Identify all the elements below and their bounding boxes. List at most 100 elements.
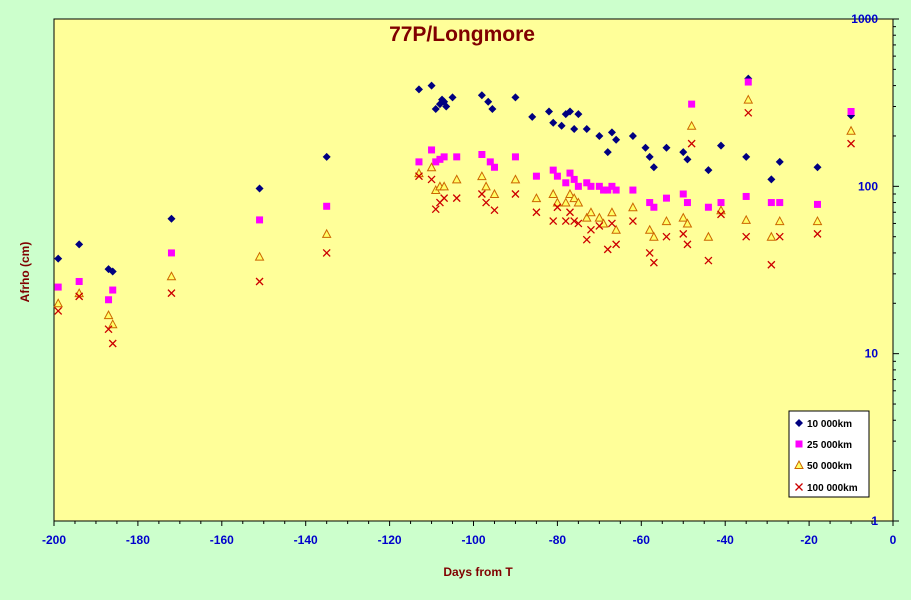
data-points	[53, 74, 856, 348]
data-point	[54, 254, 63, 263]
data-point	[767, 260, 776, 269]
data-point	[531, 193, 542, 203]
data-point	[587, 225, 595, 234]
data-point	[717, 210, 725, 219]
data-point	[452, 194, 461, 203]
data-point	[322, 152, 331, 161]
legend-item: 25 000km	[795, 440, 852, 451]
data-point	[581, 212, 592, 222]
x-tick-label: -120	[378, 533, 402, 547]
data-point	[776, 199, 784, 207]
data-point	[436, 155, 444, 163]
chart-title: 77P/Longmore	[389, 23, 535, 46]
data-point	[604, 186, 612, 194]
data-point	[574, 110, 583, 119]
data-point	[486, 158, 494, 166]
data-point	[167, 289, 176, 298]
data-point	[611, 224, 621, 234]
data-point	[628, 217, 637, 226]
data-point	[108, 339, 117, 348]
x-tick-label: -180	[126, 533, 150, 547]
data-point	[704, 166, 713, 175]
x-tick-label: -40	[717, 533, 735, 547]
legend-item: 50 000km	[794, 459, 852, 472]
data-point	[321, 228, 332, 238]
data-point	[595, 182, 603, 190]
data-point	[600, 186, 608, 194]
data-point	[644, 224, 655, 234]
series-50-000km	[53, 94, 856, 329]
data-point	[595, 221, 604, 230]
data-point	[54, 306, 63, 315]
data-point	[775, 232, 784, 241]
data-point	[743, 94, 754, 104]
data-point	[574, 219, 583, 228]
data-point	[566, 208, 574, 217]
data-point	[481, 181, 491, 191]
legend-label: 100 000km	[807, 483, 858, 494]
legend-marker	[795, 419, 803, 427]
data-point	[255, 277, 264, 286]
data-point	[744, 78, 752, 86]
data-point	[742, 232, 751, 241]
data-point	[607, 128, 616, 137]
data-point	[431, 104, 440, 113]
data-point	[440, 153, 448, 161]
data-point	[570, 175, 578, 183]
data-point	[528, 112, 537, 121]
data-point	[427, 81, 436, 90]
data-point	[570, 217, 579, 226]
data-point	[595, 131, 604, 140]
data-point	[683, 240, 692, 249]
data-point	[846, 125, 856, 135]
data-point	[847, 139, 856, 148]
data-point	[552, 197, 563, 207]
data-point	[482, 198, 491, 207]
data-point	[741, 214, 752, 224]
data-point	[813, 163, 822, 172]
data-point	[775, 157, 784, 166]
data-point	[813, 200, 821, 208]
x-tick-label: -100	[461, 533, 485, 547]
legend-label: 10 000km	[807, 419, 852, 430]
data-point	[511, 190, 520, 198]
data-point	[650, 203, 658, 211]
data-point	[431, 205, 440, 214]
data-point	[649, 231, 659, 241]
data-point	[661, 216, 672, 226]
data-point	[439, 181, 449, 191]
data-point	[569, 193, 580, 203]
legend-symbol	[795, 483, 803, 491]
data-point	[607, 207, 617, 217]
data-point	[703, 231, 714, 241]
data-point	[608, 182, 616, 190]
y-tick-label: 1000	[851, 12, 878, 26]
data-point	[607, 219, 616, 228]
data-point	[489, 188, 500, 198]
data-point	[553, 172, 561, 180]
data-point	[742, 192, 750, 200]
data-point	[477, 190, 486, 198]
data-point	[75, 292, 84, 301]
data-point	[679, 229, 688, 238]
data-point	[603, 245, 612, 254]
data-point	[570, 125, 579, 134]
data-point	[683, 199, 691, 207]
data-point	[488, 104, 497, 113]
data-point	[322, 248, 331, 257]
y-axis-ticks: 1 10 100 1000	[851, 12, 899, 528]
data-point	[612, 240, 621, 249]
data-point	[629, 186, 637, 194]
data-point	[511, 93, 520, 102]
data-point	[686, 120, 697, 130]
data-point	[53, 298, 64, 308]
data-point	[477, 91, 486, 100]
data-point	[742, 152, 751, 161]
data-point	[254, 251, 265, 261]
data-point	[561, 217, 570, 226]
data-point	[428, 146, 436, 154]
y-tick-label: 10	[865, 347, 879, 361]
data-point	[256, 216, 264, 224]
data-point	[662, 232, 671, 241]
